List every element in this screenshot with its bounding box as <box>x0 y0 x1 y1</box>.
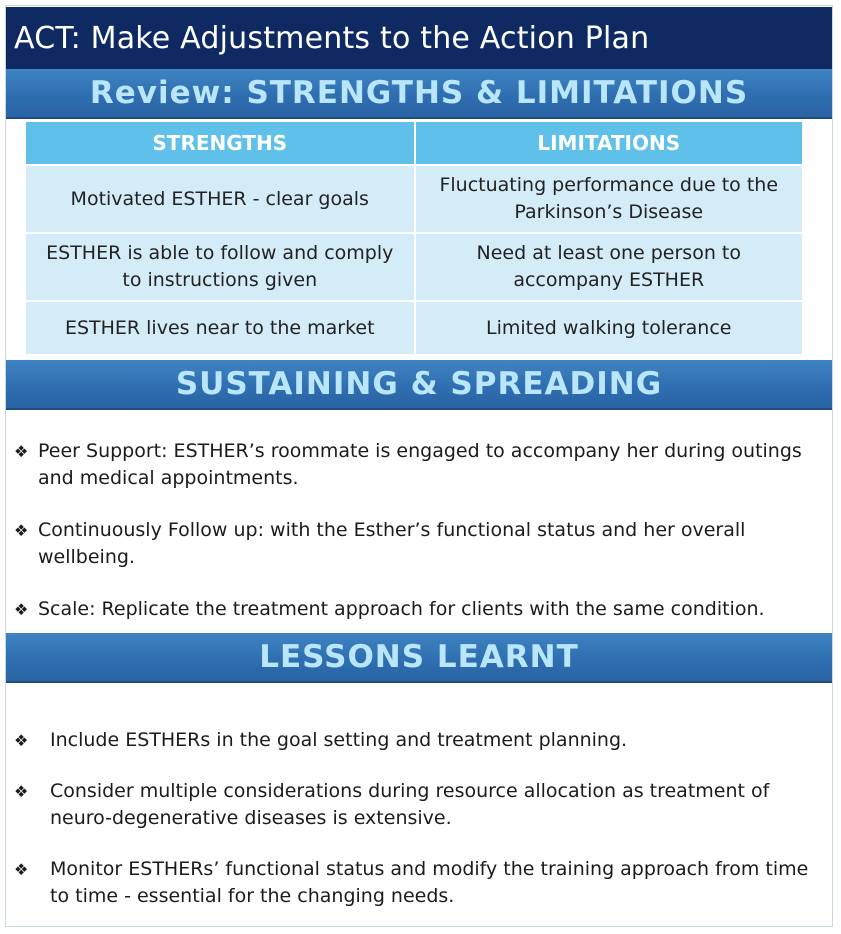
list-item: ❖ Consider multiple considerations durin… <box>14 778 819 832</box>
table-cell: Limited walking tolerance <box>414 300 804 354</box>
list-item: ❖ Continuously Follow up: with the Esthe… <box>14 517 819 571</box>
table-row: ESTHER is able to follow and comply to i… <box>26 232 804 301</box>
sustaining-list: ❖ Peer Support: ESTHER’s roommate is eng… <box>14 438 819 648</box>
diamond-bullet-icon: ❖ <box>14 860 29 879</box>
table-row: ESTHER lives near to the market Limited … <box>26 300 804 354</box>
column-header-strengths: STRENGTHS <box>26 122 416 165</box>
column-header-limitations: LIMITATIONS <box>414 122 804 165</box>
diamond-bullet-icon: ❖ <box>14 782 29 801</box>
table-cell: Need at least one person to accompany ES… <box>414 232 804 301</box>
list-item: ❖ Scale: Replicate the treatment approac… <box>14 596 819 623</box>
table-cell: Fluctuating performance due to the Parki… <box>414 164 804 233</box>
table-row: Motivated ESTHER - clear goals Fluctuati… <box>26 164 804 233</box>
list-item-text: Scale: Replicate the treatment approach … <box>38 598 765 620</box>
sustaining-heading: SUSTAINING & SPREADING <box>6 360 832 410</box>
list-item: ❖ Include ESTHERs in the goal setting an… <box>14 727 819 754</box>
diamond-bullet-icon: ❖ <box>14 600 29 619</box>
list-item: ❖ Monitor ESTHERs’ functional status and… <box>14 856 819 910</box>
review-heading: Review: STRENGTHS & LIMITATIONS <box>6 69 832 119</box>
list-item-text: Monitor ESTHERs’ functional status and m… <box>50 858 809 907</box>
slide-title: ACT: Make Adjustments to the Action Plan <box>6 7 832 69</box>
lessons-heading: LESSONS LEARNT <box>6 633 832 683</box>
lessons-list: ❖ Include ESTHERs in the goal setting an… <box>14 727 819 934</box>
diamond-bullet-icon: ❖ <box>14 731 29 750</box>
strengths-limitations-table: STRENGTHS LIMITATIONS Motivated ESTHER -… <box>26 122 804 354</box>
list-item-text: Consider multiple considerations during … <box>50 780 770 829</box>
diamond-bullet-icon: ❖ <box>14 442 29 461</box>
diamond-bullet-icon: ❖ <box>14 521 29 540</box>
list-item: ❖ Peer Support: ESTHER’s roommate is eng… <box>14 438 819 492</box>
list-item-text: Continuously Follow up: with the Esther’… <box>38 519 746 568</box>
table-cell: Motivated ESTHER - clear goals <box>26 164 416 233</box>
list-item-text: Peer Support: ESTHER’s roommate is engag… <box>38 440 802 489</box>
list-item-text: Include ESTHERs in the goal setting and … <box>50 729 628 751</box>
table-cell: ESTHER lives near to the market <box>26 300 416 354</box>
table-cell: ESTHER is able to follow and comply to i… <box>26 232 416 301</box>
